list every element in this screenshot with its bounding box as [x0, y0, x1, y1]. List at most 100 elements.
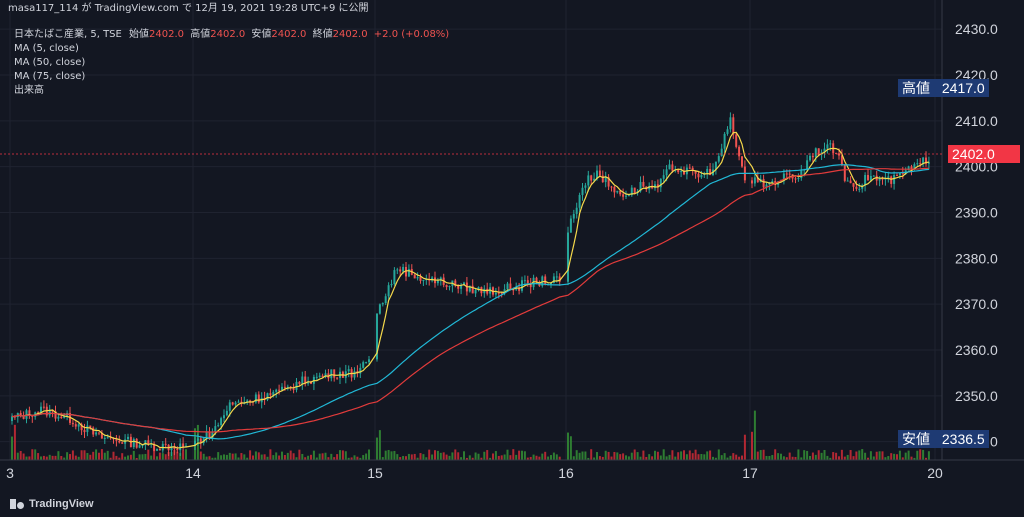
candle-body — [846, 180, 849, 182]
tradingview-logo[interactable]: TradingView — [10, 496, 94, 512]
candle-body — [147, 440, 150, 444]
volume-bar — [416, 457, 419, 460]
volume-bar — [176, 451, 179, 460]
volume-bar — [74, 455, 77, 460]
volume-bar — [875, 451, 878, 460]
volume-bar — [223, 454, 225, 460]
volume-bar — [86, 453, 89, 460]
volume-bar — [771, 455, 774, 460]
volume-bar — [852, 456, 855, 460]
candle-body — [668, 164, 671, 170]
indicator-ma50[interactable]: MA (50, close) — [14, 57, 86, 68]
volume-bar — [19, 450, 22, 460]
candle-body — [811, 155, 814, 158]
candle-body — [310, 382, 312, 384]
candle-body — [384, 296, 387, 304]
volume-bar — [552, 452, 555, 460]
volume-bar — [431, 454, 434, 460]
volume-bar — [214, 457, 217, 460]
volume-bar — [31, 449, 34, 460]
candle-body — [333, 369, 336, 378]
candle-body — [509, 283, 512, 290]
indicator-ma75[interactable]: MA (75, close) — [14, 71, 86, 82]
volume-bar — [532, 454, 535, 460]
candle-body — [138, 445, 141, 448]
volume-bar — [780, 453, 782, 460]
grid — [0, 0, 942, 460]
volume-bar — [83, 450, 86, 460]
candle-body — [278, 389, 281, 391]
candle-body — [19, 412, 22, 416]
volume-bar — [674, 456, 677, 460]
low-marker-label: 安値 — [902, 431, 930, 447]
candle-body — [521, 280, 523, 291]
volume-bar — [732, 453, 735, 460]
price-tick-label: 2360.0 — [955, 342, 998, 358]
candle-body — [269, 393, 272, 396]
volume-bar — [199, 451, 202, 460]
low-marker-value: 2336.5 — [941, 431, 985, 447]
candle-body — [569, 218, 572, 233]
indicator-volume[interactable]: 出来高 — [14, 85, 44, 96]
volume-bar — [234, 453, 237, 460]
candle-body — [228, 402, 231, 411]
volume-bar — [260, 454, 263, 460]
candle-body — [550, 283, 552, 285]
candle-body — [80, 424, 83, 431]
volume-bar — [11, 436, 13, 460]
volume-bar — [765, 455, 768, 460]
volume-bar — [272, 455, 275, 460]
price-tick-label: 2430.0 — [955, 21, 998, 37]
candle-body — [407, 269, 410, 277]
symbol-legend[interactable]: 日本たばこ産業, 5, TSE 始値2402.0 高値2402.0 安値2402… — [14, 28, 449, 41]
volume-bar — [463, 451, 465, 460]
high-marker-label: 高値 — [902, 80, 930, 96]
candle-body — [794, 178, 797, 180]
volume-bar — [153, 450, 156, 460]
volume-bar — [330, 453, 333, 460]
volume-bar — [269, 449, 272, 460]
volume-bar — [607, 451, 610, 460]
price-tick-label: 2370.0 — [955, 296, 998, 312]
volume-bar — [407, 453, 410, 460]
candle-body — [584, 185, 587, 188]
volume-bar — [633, 449, 636, 460]
volume-bar — [651, 456, 654, 460]
candle-body — [622, 194, 625, 197]
candle-body — [141, 445, 144, 447]
candle-body — [60, 416, 63, 419]
candle-body — [454, 280, 457, 286]
candle-body — [800, 170, 803, 179]
candle-body — [785, 173, 788, 175]
candle-body — [92, 427, 95, 435]
time-axis[interactable]: 3 14 15 16 17 20 — [6, 465, 943, 481]
volume-bar — [281, 451, 283, 460]
volume-bar — [80, 450, 83, 460]
volume-bar — [167, 452, 170, 460]
volume-bar — [753, 410, 756, 460]
candle-body — [864, 174, 867, 186]
volume-bar — [654, 450, 656, 460]
volume-bar — [468, 455, 471, 460]
candle-body — [185, 445, 187, 447]
candle-body — [211, 431, 214, 439]
indicator-ma5[interactable]: MA (5, close) — [14, 43, 79, 54]
candle-body — [225, 410, 228, 416]
volume-bar — [103, 452, 106, 460]
volume-bar — [677, 452, 680, 460]
candle-body — [95, 432, 98, 435]
volume-bar — [483, 451, 486, 460]
candle-body — [257, 394, 260, 403]
volume-bar — [321, 453, 324, 460]
volume-bar — [774, 449, 777, 460]
volume-bar — [489, 457, 492, 460]
candle-body — [738, 146, 741, 157]
candle-body — [89, 425, 92, 428]
candle-body — [220, 418, 223, 426]
symbol-name: 日本たばこ産業, 5, TSE — [14, 29, 122, 40]
candle-body — [103, 437, 106, 439]
candle-body — [581, 187, 584, 195]
candle-body — [431, 277, 434, 281]
